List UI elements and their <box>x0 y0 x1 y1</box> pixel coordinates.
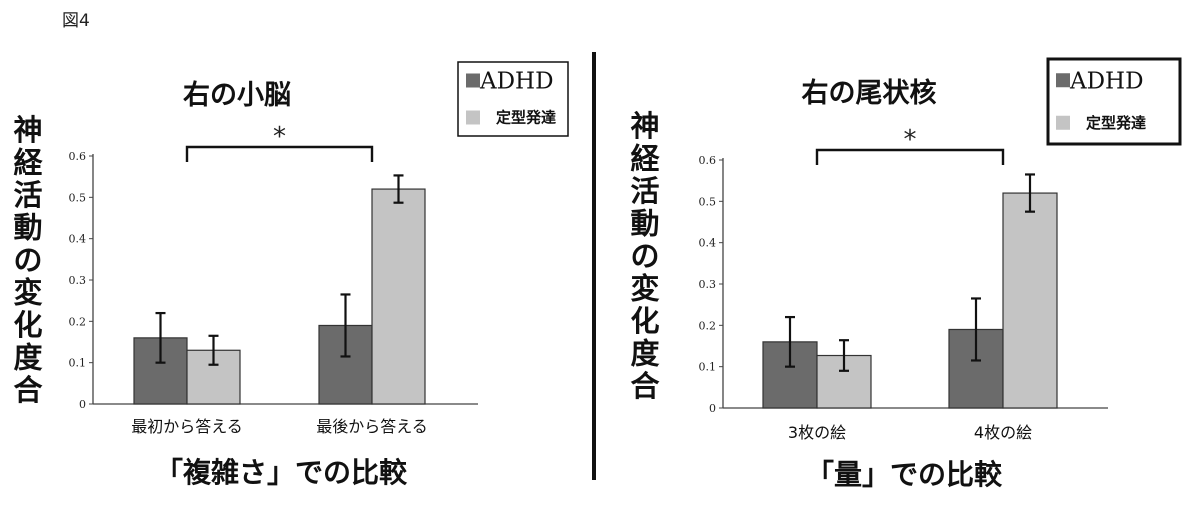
legend-label: ADHD <box>479 69 554 95</box>
category-label: 4枚の絵 <box>974 423 1032 442</box>
y-tick-label: 0.6 <box>699 154 717 167</box>
bar <box>371 188 426 405</box>
y-tick-label: 0 <box>79 398 86 411</box>
y-tick-label: 0.6 <box>69 150 87 163</box>
y-tick-label: 0.1 <box>699 361 717 374</box>
legend: ADHD 定型発達 <box>457 61 569 137</box>
x-axis-label: 「量」での比較 <box>806 458 1003 491</box>
legend-swatch <box>1056 73 1070 88</box>
legend-label: 定型発達 <box>496 109 556 127</box>
bar <box>816 354 872 409</box>
y-tick-label: 0.2 <box>699 319 717 332</box>
y-tick-label: 0.3 <box>69 274 87 287</box>
x-axis-label: 「複雑さ」での比較 <box>155 456 408 489</box>
category-label: 最後から答える <box>316 417 428 436</box>
chart-title: 右の小脳 <box>183 80 291 111</box>
y-axis-label: 神経活動の変化度合 <box>13 113 43 407</box>
y-tick-label: 0.4 <box>699 237 717 250</box>
y-axis-label: 神経活動の変化度合 <box>630 109 660 403</box>
legend-swatch <box>466 110 480 125</box>
y-tick-label: 0.2 <box>69 315 87 328</box>
y-tick-label: 0.1 <box>69 357 87 370</box>
legend-label: 定型発達 <box>1086 114 1146 132</box>
y-tick-label: 0.5 <box>699 195 717 208</box>
y-tick-label: 0.5 <box>69 191 87 204</box>
category-label: 3枚の絵 <box>788 423 846 442</box>
significance-bracket <box>815 148 1005 165</box>
legend-swatch <box>1056 115 1070 130</box>
figure-label: 図4 <box>62 11 90 31</box>
y-tick-label: 0 <box>709 402 716 415</box>
y-tick-label: 0.4 <box>69 233 87 246</box>
bar <box>186 349 241 405</box>
bar <box>318 324 373 405</box>
legend: ADHD 定型発達 <box>1046 57 1182 146</box>
legend-swatch <box>466 73 480 88</box>
significance-star: * <box>273 122 286 152</box>
bar <box>1002 192 1058 409</box>
significance-bracket <box>185 145 374 162</box>
legend-label: ADHD <box>1069 68 1144 94</box>
chart-title: 右の尾状核 <box>802 77 937 109</box>
y-tick-label: 0.3 <box>699 278 717 291</box>
category-label: 最初から答える <box>131 417 243 436</box>
legend-box <box>1046 57 1182 146</box>
significance-star: * <box>904 125 917 155</box>
